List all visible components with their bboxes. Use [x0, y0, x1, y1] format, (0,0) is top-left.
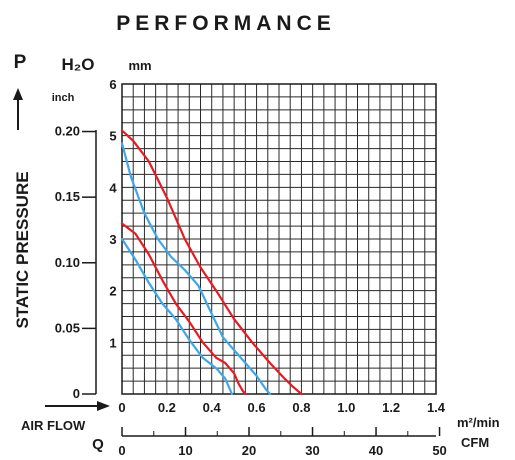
x-tick-label-m3min: 0.6	[248, 400, 266, 415]
x-tick-label-cfm: 10	[178, 443, 192, 458]
y-tick-label-mm: 5	[109, 129, 116, 144]
chart-title: PERFORMANCE	[116, 12, 336, 35]
x-tick-label-cfm: 0	[118, 443, 125, 458]
x-axis-arrow-head	[97, 401, 110, 411]
y-tick-label-inch: 0.05	[55, 320, 80, 335]
y-tick-label-mm: 2	[109, 284, 116, 299]
series-line-4	[120, 237, 233, 396]
grid-lines	[121, 83, 437, 395]
y-axis-label: STATIC PRESSURE	[13, 171, 32, 328]
y-tick-label-mm: 4	[109, 180, 117, 195]
y-axis-unit-left-label: H₂O	[61, 55, 94, 74]
x-axis-unit-top: m²/min	[457, 415, 500, 430]
series-line-3	[120, 222, 247, 396]
x-tick-label-cfm: 20	[242, 443, 256, 458]
x-tick-label-cfm: 50	[432, 443, 446, 458]
x-tick-label-cfm: 30	[305, 443, 319, 458]
x-tick-label-m3min: 0.4	[203, 400, 222, 415]
x-axis-symbol: Q	[92, 436, 104, 453]
y-tick-label-mm: 3	[109, 232, 116, 247]
x-axis-unit-bottom: CFM	[461, 435, 489, 450]
y-tick-label-mm: 1	[109, 335, 116, 350]
y-tick-label-mm: 6	[109, 77, 116, 92]
y-tick-label-inch: 0.20	[55, 124, 80, 139]
x-ticks-m3min: 0 0.2 0.4 0.6 0.8 1.0 1.2 1.4	[118, 400, 445, 415]
y-axis-unit-right: mm	[128, 58, 151, 73]
y-tick-label-inch: 0.10	[55, 255, 80, 270]
x-tick-label-m3min: 1.2	[382, 400, 400, 415]
series-line-1	[120, 129, 303, 396]
y-axis-unit-left: inch	[52, 92, 75, 104]
series-line-2	[120, 142, 272, 396]
y-axis-symbol: P	[14, 52, 27, 73]
x-tick-label-cfm: 40	[369, 443, 383, 458]
x-ticks-cfm: 0 10 20 30 40 50	[118, 427, 447, 458]
x-tick-label-m3min: 1.4	[427, 400, 446, 415]
y-tick-label-inch: 0	[73, 386, 80, 401]
series-lines	[120, 129, 303, 396]
y-ticks-inch: 0.20 0.15 0.10 0.05 0	[55, 124, 97, 401]
y-ticks-mm: 6 5 4 3 2 1	[109, 77, 117, 350]
x-tick-label-m3min: 1.0	[337, 400, 355, 415]
x-tick-label-m3min: 0	[118, 400, 125, 415]
x-axis-label: AIR FLOW	[21, 418, 86, 433]
y-axis-arrow-head	[13, 88, 23, 100]
y-tick-label-inch: 0.15	[55, 189, 80, 204]
x-tick-label-m3min: 0.8	[292, 400, 310, 415]
x-tick-label-m3min: 0.2	[158, 400, 176, 415]
